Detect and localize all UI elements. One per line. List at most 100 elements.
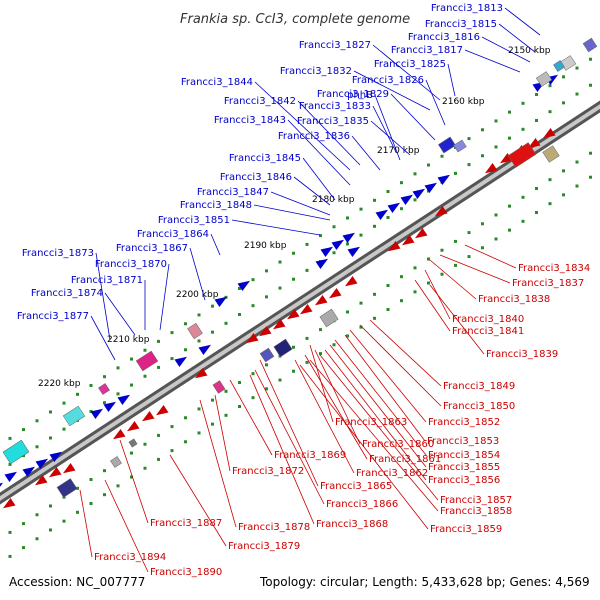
genome-backbone-highlight	[0, 104, 600, 501]
gene-forward-arrow	[117, 394, 131, 406]
gene-forward-arrow	[49, 451, 63, 463]
kbp-tick-label: 2150 kbp	[508, 46, 551, 56]
tick-dot-outer-reverse	[265, 387, 268, 391]
reverse-gene-label-leader	[299, 364, 429, 530]
tick-dot-outer-reverse	[292, 369, 295, 373]
tick-dot-inner-reverse	[292, 345, 295, 349]
forward-gene-label-leader	[504, 7, 541, 36]
tick-dot-inner-reverse	[467, 231, 471, 235]
gene-forward-arrow	[214, 296, 228, 308]
tick-dot-inner-forward	[481, 154, 484, 158]
tick-dot-outer-forward	[143, 348, 147, 352]
gene-forward-arrow	[424, 182, 438, 194]
reverse-gene-label-leader	[314, 349, 361, 445]
gene-pink-box	[187, 322, 203, 340]
gene-forward-box	[582, 37, 598, 53]
gene-forward-box	[453, 139, 467, 153]
tick-dot-outer-reverse	[238, 405, 241, 408]
tick-dot-inner-reverse	[454, 239, 457, 243]
tick-dot-inner-forward	[103, 401, 106, 405]
forward-gene-label-leader	[481, 36, 531, 63]
gene-forward-box	[438, 136, 456, 154]
gene-reverse-arrow	[328, 287, 342, 299]
forward-gene-label: Francci3_1867	[116, 243, 188, 254]
tick-dot-inner-forward	[454, 171, 457, 175]
tick-dot-outer-forward	[332, 225, 336, 229]
tick-dot-outer-forward	[481, 128, 484, 132]
reverse-gene-label: Francci3_1841	[452, 326, 524, 337]
gene-forward-arrow	[35, 458, 49, 470]
tick-dot-inner-reverse	[197, 407, 201, 411]
reverse-gene-label-leader	[104, 479, 149, 573]
tick-dot-inner-forward	[265, 295, 268, 299]
tick-dot-outer-reverse	[49, 528, 52, 532]
tick-dot-inner-reverse	[494, 213, 498, 217]
forward-gene-label: Francci3_1848	[180, 200, 252, 211]
tick-dot-inner-reverse	[224, 389, 228, 393]
gene-reverse-arrow	[434, 205, 448, 217]
tick-dot-inner-reverse	[170, 425, 174, 429]
reverse-gene-label: Francci3_1857	[440, 495, 512, 506]
reverse-gene-label-leader	[344, 334, 426, 442]
tick-dot-outer-reverse	[373, 316, 376, 320]
kbp-tick-label: 2200 kbp	[176, 290, 219, 300]
gene-forward-arrow	[375, 209, 389, 221]
tick-dot-inner-reverse	[346, 310, 349, 314]
forward-gene-label-leader	[390, 93, 436, 141]
tick-dot-outer-reverse	[157, 457, 160, 461]
forward-gene-label: Francci3_1842	[224, 96, 296, 107]
gene-reverse-arrow	[387, 240, 401, 252]
gene-forward-arrow	[237, 280, 251, 292]
forward-gene-label: Francci3_1847	[197, 187, 269, 198]
tick-dot-inner-reverse	[157, 433, 160, 437]
forward-gene-label-leader	[297, 100, 361, 166]
forward-gene-label: Francci3_1835	[297, 116, 369, 127]
forward-gene-label: Francci3_1817	[391, 45, 463, 56]
tick-dot-outer-forward	[265, 269, 268, 273]
gene-reverse-box	[110, 456, 122, 468]
reverse-gene-label: Francci3_1849	[443, 381, 515, 392]
gene-reverse-arrow	[499, 152, 513, 164]
tick-dot-inner-forward	[562, 101, 565, 105]
tick-dot-inner-reverse	[76, 486, 79, 490]
gene-forward-arrow	[347, 246, 361, 258]
tick-dot-outer-forward	[521, 101, 525, 105]
tick-dot-inner-reverse	[589, 151, 592, 155]
tick-dot-inner-reverse	[89, 478, 93, 482]
tick-dot-outer-reverse	[535, 210, 538, 214]
tick-dot-outer-reverse	[278, 378, 282, 382]
tick-dot-outer-forward	[467, 137, 471, 141]
reverse-gene-label-leader	[169, 454, 227, 547]
tick-dot-outer-reverse	[386, 307, 390, 311]
tick-dot-inner-forward	[157, 365, 160, 369]
tick-dot-inner-reverse	[413, 266, 417, 270]
forward-gene-label: Francci3_1816	[408, 32, 480, 43]
tick-dot-outer-reverse	[211, 422, 214, 426]
tick-dot-outer-forward	[8, 436, 12, 440]
tick-dot-outer-forward	[251, 278, 255, 282]
tick-dot-outer-forward	[440, 154, 444, 158]
reverse-gene-label: Francci3_1859	[430, 524, 502, 535]
tick-dot-inner-forward	[224, 321, 228, 325]
tick-dot-outer-reverse	[35, 537, 39, 541]
reverse-gene-label-leader	[319, 354, 439, 501]
forward-gene-label: phhB	[347, 90, 373, 101]
tick-dot-inner-reverse	[319, 328, 322, 332]
reverse-gene-label: Francci3_1854	[428, 450, 500, 461]
forward-gene-label: Francci3_1827	[299, 40, 371, 51]
genome-title: Frankia sp. CcI3, complete genome	[180, 12, 410, 27]
tick-dot-outer-forward	[494, 119, 498, 123]
tick-dot-inner-forward	[373, 224, 376, 228]
tick-dot-outer-reverse	[89, 502, 93, 506]
forward-gene-label: Francci3_1845	[229, 153, 301, 164]
forward-gene-label: Francci3_1833	[299, 101, 371, 112]
tick-dot-outer-reverse	[143, 466, 147, 470]
tick-dot-inner-reverse	[8, 530, 12, 534]
tick-dot-inner-forward	[359, 233, 363, 237]
forward-gene-label: Francci3_1871	[71, 275, 143, 286]
tick-dot-inner-reverse	[548, 178, 552, 182]
gene-forward-arrow	[103, 401, 117, 413]
reverse-gene-label: Francci3_1853	[427, 436, 499, 447]
tick-dot-inner-forward	[589, 83, 592, 87]
kbp-tick-label: 2160 kbp	[442, 97, 485, 107]
